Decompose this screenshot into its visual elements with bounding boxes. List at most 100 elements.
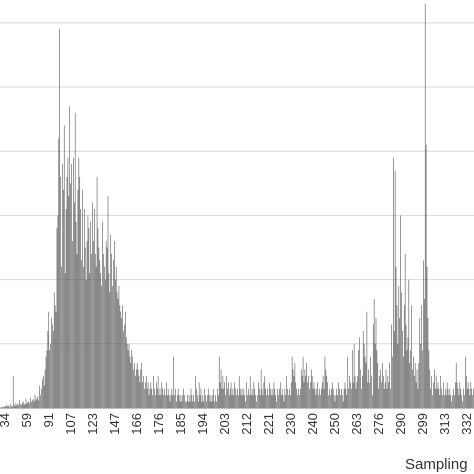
bar — [226, 375, 227, 408]
bar — [414, 363, 416, 408]
bar — [98, 247, 100, 408]
bar — [296, 388, 297, 408]
bar — [430, 388, 431, 408]
bar — [230, 382, 232, 408]
bar — [466, 388, 468, 408]
bar — [247, 395, 248, 408]
bar — [57, 215, 59, 408]
x-tick-label: 91 — [41, 413, 56, 427]
bar — [388, 382, 390, 408]
bar — [156, 388, 158, 408]
bar — [224, 382, 225, 408]
bar — [42, 375, 44, 408]
bar — [316, 388, 318, 408]
bar — [376, 350, 378, 408]
bar — [248, 388, 249, 408]
bar — [58, 138, 60, 408]
x-tick-labels: 34 59 91 107 123 147 166 176 185 194 203 212 221 230 2… — [0, 413, 474, 435]
bar — [330, 395, 331, 408]
bar — [147, 382, 149, 408]
bar — [453, 388, 454, 408]
bar — [413, 356, 414, 408]
bar — [164, 388, 165, 408]
bar — [439, 395, 441, 408]
bar — [266, 395, 267, 408]
bar — [283, 401, 285, 408]
bar — [173, 356, 174, 408]
bar — [254, 388, 256, 408]
x-tick-label: 203 — [217, 413, 232, 435]
bar — [66, 176, 68, 408]
bar — [386, 388, 388, 408]
bar — [403, 356, 404, 408]
bar — [303, 382, 305, 408]
bar — [135, 369, 137, 408]
bar — [207, 388, 209, 408]
bar — [465, 375, 467, 408]
bar — [365, 363, 367, 408]
bar — [293, 375, 295, 408]
bar — [223, 388, 225, 408]
bar — [78, 157, 80, 408]
bar — [137, 369, 139, 408]
bar — [241, 388, 243, 408]
bar — [151, 388, 153, 408]
bar — [458, 395, 460, 408]
x-tick-label: 332 — [459, 413, 474, 435]
bar — [279, 382, 281, 408]
bar — [219, 382, 221, 408]
bar — [253, 382, 255, 408]
bar — [279, 388, 280, 408]
bar — [420, 343, 421, 408]
bar — [119, 305, 121, 408]
bar — [51, 318, 52, 408]
bar — [228, 395, 230, 408]
bar — [186, 401, 187, 408]
bar — [381, 382, 382, 408]
bar — [13, 404, 15, 408]
bar — [89, 273, 91, 408]
bar — [198, 382, 200, 408]
bar — [424, 3, 426, 409]
bar — [3, 406, 5, 408]
bar — [429, 369, 431, 408]
bar — [48, 311, 50, 408]
bar — [353, 343, 355, 408]
bar — [268, 395, 269, 408]
bar — [269, 388, 271, 408]
bar — [284, 388, 286, 408]
bar — [320, 395, 321, 408]
bar — [216, 401, 217, 408]
bar — [85, 279, 87, 408]
bar — [139, 382, 141, 408]
bar — [208, 395, 210, 408]
bar — [342, 401, 344, 408]
bar — [177, 388, 179, 408]
x-tick-label: 166 — [129, 413, 144, 435]
bar — [457, 388, 459, 408]
bar — [380, 369, 381, 408]
bar — [315, 395, 317, 408]
bar — [110, 234, 112, 408]
bar — [150, 382, 152, 408]
bar — [159, 388, 161, 408]
bar — [461, 395, 462, 408]
bar — [227, 388, 228, 408]
bar — [229, 388, 231, 408]
bar — [231, 395, 233, 408]
bar — [282, 395, 284, 408]
bar — [121, 318, 122, 408]
bar — [398, 286, 400, 408]
bar — [104, 279, 106, 408]
bar — [190, 388, 192, 408]
bar — [163, 395, 164, 408]
bar — [451, 401, 452, 408]
bar — [36, 398, 38, 408]
bar — [431, 375, 432, 408]
bar — [100, 273, 102, 408]
x-tick-label: 250 — [327, 413, 342, 435]
bar — [49, 350, 50, 408]
bar — [35, 400, 37, 408]
bar — [362, 375, 363, 408]
x-tick-label: 240 — [305, 413, 320, 435]
